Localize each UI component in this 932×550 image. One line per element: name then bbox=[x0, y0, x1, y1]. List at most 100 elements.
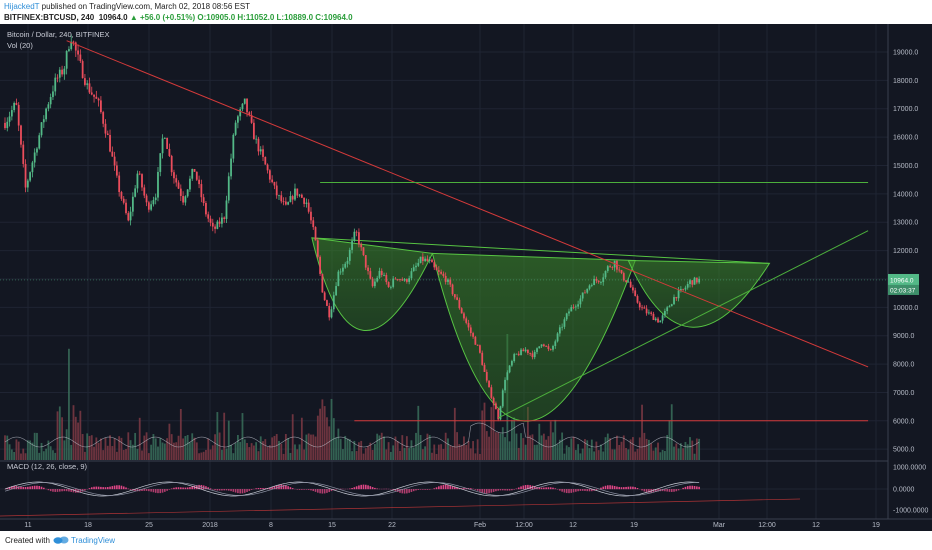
volume-bar bbox=[533, 444, 536, 460]
volume-bar bbox=[239, 441, 242, 460]
candle-body bbox=[296, 188, 299, 196]
volume-bar bbox=[362, 453, 365, 460]
macd-histogram-bar bbox=[522, 485, 525, 490]
candle-body bbox=[552, 345, 554, 350]
x-tick-label: Feb bbox=[474, 522, 486, 529]
macd-histogram-bar bbox=[616, 486, 618, 490]
volume-bar bbox=[24, 453, 27, 460]
volume-bar bbox=[627, 449, 630, 460]
macd-histogram-bar bbox=[609, 485, 611, 490]
price-chart[interactable]: 19000.0 18000.0 17000.0 16000.0 15000.0 14000… bbox=[0, 24, 932, 531]
macd-histogram-bar bbox=[205, 486, 207, 490]
macd-histogram-bar bbox=[298, 489, 301, 490]
y-tick-label: 18000.0 bbox=[893, 78, 918, 85]
macd-histogram-bar bbox=[264, 488, 267, 490]
volume-bar bbox=[431, 452, 433, 460]
volume-bar bbox=[652, 450, 655, 460]
candle-body bbox=[102, 112, 105, 124]
macd-histogram-bar bbox=[670, 489, 673, 492]
candle-body bbox=[419, 256, 422, 263]
y-tick-label: 5000.0 bbox=[893, 447, 915, 454]
volume-bar bbox=[495, 432, 497, 460]
macd-histogram-bar bbox=[118, 485, 120, 490]
macd-histogram-bar bbox=[508, 489, 511, 491]
volume-bar bbox=[250, 443, 253, 460]
volume-bar bbox=[508, 441, 511, 460]
candle-body bbox=[604, 270, 607, 278]
tradingview-brand[interactable]: TradingView bbox=[71, 536, 116, 545]
volume-bar bbox=[481, 410, 484, 460]
volume-bar bbox=[15, 439, 18, 460]
macd-histogram-bar bbox=[360, 484, 362, 490]
volume-bar bbox=[111, 446, 114, 460]
candle-body bbox=[410, 271, 413, 279]
candle-body bbox=[221, 217, 223, 224]
volume-bar bbox=[191, 433, 194, 460]
volume-bar bbox=[189, 442, 191, 460]
macd-histogram-bar bbox=[444, 484, 447, 490]
macd-histogram-bar bbox=[307, 489, 310, 490]
volume-bar bbox=[513, 417, 516, 460]
volume-bar bbox=[273, 435, 276, 460]
volume-bar bbox=[314, 436, 317, 460]
volume-bar bbox=[307, 433, 310, 460]
volume-bar bbox=[88, 435, 91, 460]
neckline bbox=[311, 237, 770, 264]
candle-body bbox=[10, 110, 13, 117]
macd-histogram-bar bbox=[481, 489, 484, 493]
volume-bar bbox=[380, 432, 383, 460]
macd-histogram-bar bbox=[296, 489, 299, 490]
macd-histogram-bar bbox=[157, 489, 159, 494]
volume-bar bbox=[604, 437, 607, 460]
macd-histogram-bar bbox=[319, 489, 321, 494]
candle-body bbox=[282, 201, 285, 203]
volume-bar bbox=[428, 435, 431, 460]
y-tick-label: 14000.0 bbox=[893, 191, 918, 198]
macd-histogram-bar bbox=[136, 489, 139, 492]
candle-body bbox=[13, 102, 16, 111]
x-tick-label: 8 bbox=[269, 522, 273, 529]
candle-body bbox=[433, 262, 436, 268]
candle-body bbox=[109, 134, 111, 152]
volume-bar bbox=[408, 448, 411, 460]
macd-histogram-bar bbox=[143, 489, 146, 491]
candle-body bbox=[115, 165, 118, 176]
macd-histogram-bar bbox=[237, 489, 239, 494]
volume-bar bbox=[106, 445, 109, 460]
volume-bar bbox=[296, 449, 299, 460]
macd-histogram-bar bbox=[8, 486, 11, 490]
countdown-label: 02:03:37 bbox=[890, 287, 916, 294]
volume-bar bbox=[511, 419, 513, 460]
macd-histogram-bar bbox=[422, 489, 424, 490]
volume-bar bbox=[271, 437, 274, 460]
candle-body bbox=[150, 204, 153, 210]
candle-body bbox=[186, 189, 189, 197]
candle-body bbox=[312, 220, 315, 228]
macd-histogram-bar bbox=[689, 485, 691, 490]
candle-body bbox=[568, 311, 570, 314]
volume-bar bbox=[538, 423, 541, 460]
candle-body bbox=[239, 109, 242, 117]
volume-bar bbox=[56, 411, 59, 460]
macd-histogram-bar bbox=[693, 485, 696, 490]
candle-body bbox=[207, 214, 210, 219]
candle-body bbox=[6, 121, 9, 129]
macd-histogram-bar bbox=[545, 487, 547, 490]
macd-histogram-bar bbox=[230, 489, 232, 492]
volume-bar bbox=[396, 441, 399, 460]
candle-body bbox=[266, 164, 269, 171]
candle-body bbox=[58, 69, 61, 78]
candle-body bbox=[211, 222, 214, 227]
volume-bar bbox=[136, 448, 139, 460]
candle-body bbox=[385, 274, 388, 283]
candle-body bbox=[421, 256, 424, 261]
volume-bar bbox=[150, 444, 153, 460]
macd-histogram-bar bbox=[611, 485, 614, 490]
author-link[interactable]: HijackedT bbox=[4, 2, 40, 11]
macd-histogram-bar bbox=[684, 486, 687, 490]
macd-histogram-bar bbox=[664, 489, 666, 492]
macd-histogram-bar bbox=[538, 487, 541, 490]
macd-histogram-bar bbox=[255, 488, 257, 490]
macd-histogram-bar bbox=[36, 485, 38, 490]
volume-bar bbox=[670, 404, 673, 460]
